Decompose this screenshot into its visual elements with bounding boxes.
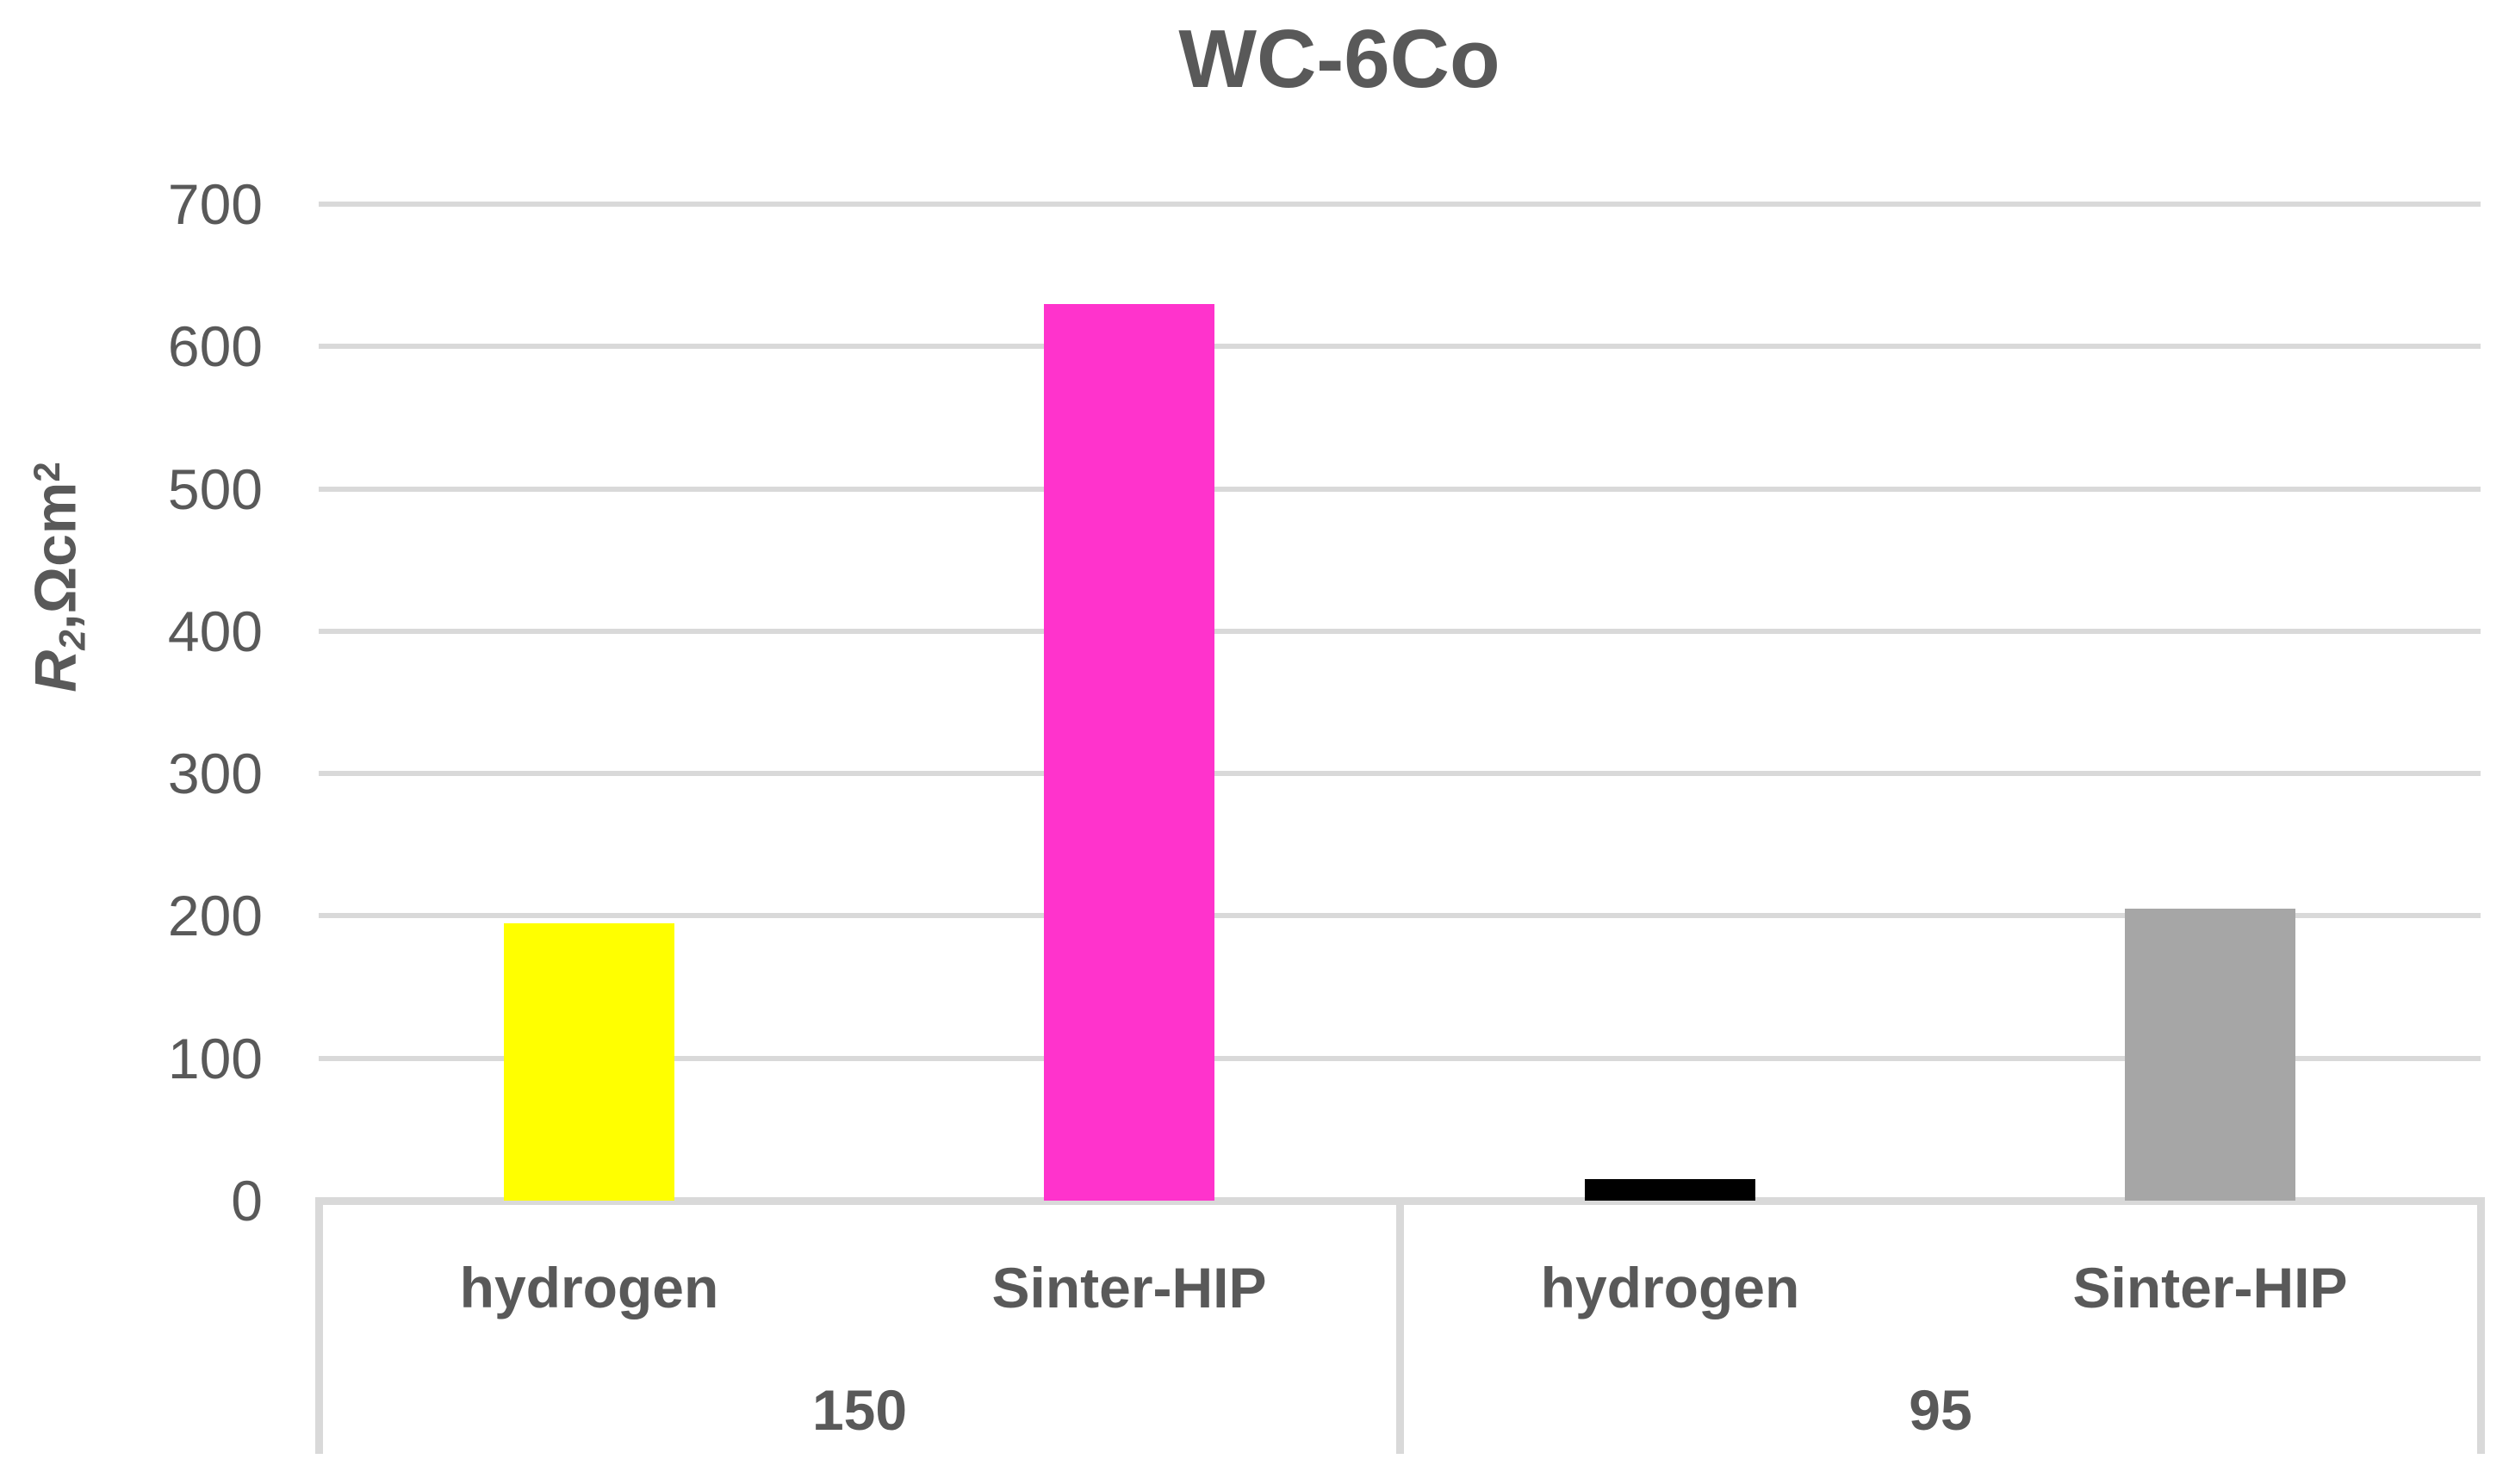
gridline-200 bbox=[319, 913, 2481, 919]
y-tick-label-100: 100 bbox=[167, 1026, 263, 1090]
y-tick-label-0: 0 bbox=[231, 1169, 263, 1233]
bar-sinter-hip-150 bbox=[1044, 304, 1214, 1201]
gridline-600 bbox=[319, 344, 2481, 350]
gridline-700 bbox=[319, 202, 2481, 207]
bar-hydrogen-150 bbox=[504, 923, 674, 1201]
category-label-sinter-hip-150: Sinter-HIP bbox=[991, 1256, 1267, 1319]
y-tick-label-200: 200 bbox=[167, 884, 263, 948]
gridline-500 bbox=[319, 486, 2481, 492]
gridline-300 bbox=[319, 771, 2481, 777]
y-tick-label-600: 600 bbox=[167, 314, 263, 379]
bar-hydrogen-95 bbox=[1585, 1179, 1755, 1201]
category-separator-0 bbox=[315, 1197, 323, 1454]
category-label-hydrogen-95: hydrogen bbox=[1540, 1256, 1800, 1319]
group-label-95: 95 bbox=[1909, 1378, 1972, 1442]
y-tick-label-500: 500 bbox=[167, 456, 263, 521]
category-separator-1 bbox=[1396, 1197, 1404, 1454]
chart-title: WC-6Co bbox=[1178, 13, 1500, 105]
gridline-100 bbox=[319, 1055, 2481, 1061]
y-tick-label-300: 300 bbox=[167, 742, 263, 806]
bar-sinter-hip-95 bbox=[2125, 909, 2295, 1201]
gridline-400 bbox=[319, 628, 2481, 634]
group-label-150: 150 bbox=[811, 1378, 908, 1442]
y-tick-label-400: 400 bbox=[167, 599, 263, 663]
category-label-sinter-hip-95: Sinter-HIP bbox=[2072, 1256, 2348, 1319]
category-label-hydrogen-150: hydrogen bbox=[459, 1256, 719, 1319]
category-separator-2 bbox=[2477, 1197, 2485, 1454]
y-tick-label-700: 700 bbox=[167, 172, 263, 236]
